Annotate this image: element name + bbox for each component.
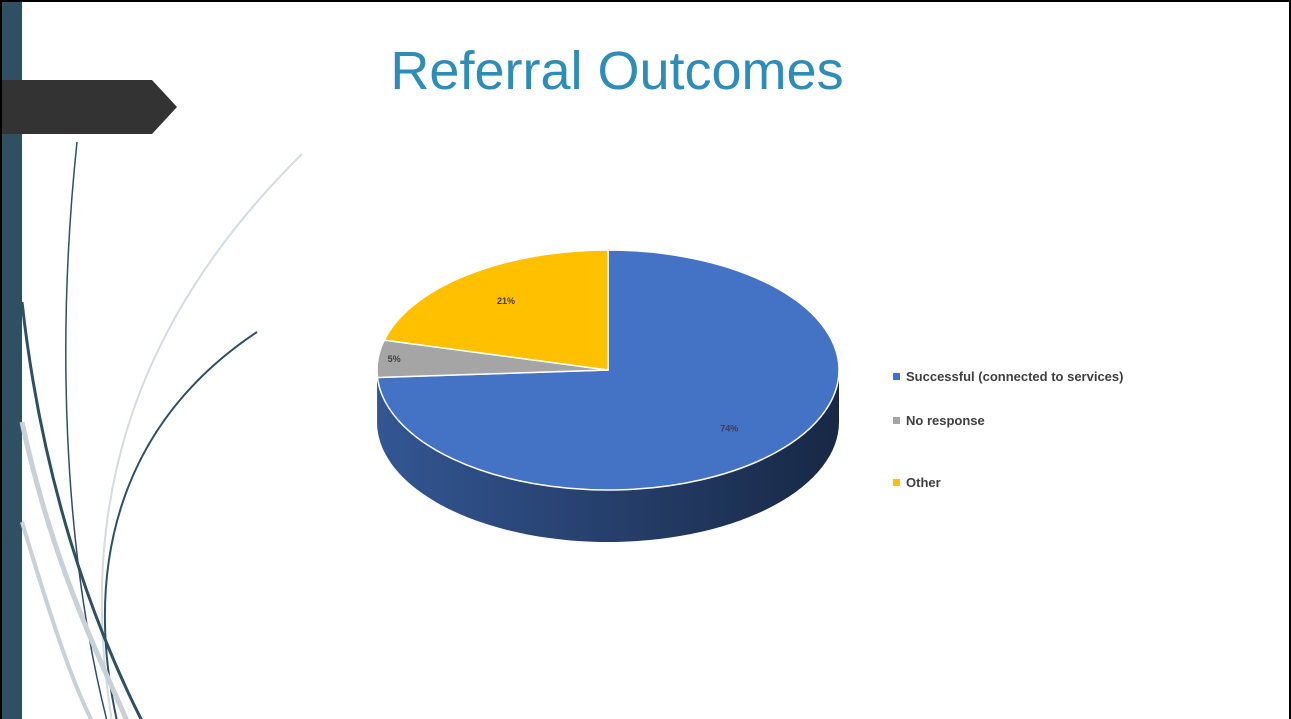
legend-label: Successful (connected to services)	[906, 369, 1123, 384]
legend: Successful (connected to services) No res…	[890, 368, 1130, 536]
decoration: 74% 5% 21%	[2, 2, 1291, 719]
data-label: 74%	[720, 424, 738, 434]
curves	[22, 142, 302, 719]
pie-chart: 74% 5% 21%	[377, 250, 839, 542]
slide: 74% 5% 21% Referral Outcomes Successful (c…	[0, 0, 1291, 719]
chart-title: Referral Outcomes	[302, 40, 932, 102]
legend-label: No response	[906, 413, 985, 428]
arrow-shape	[2, 80, 177, 134]
legend-swatch	[893, 373, 900, 380]
legend-swatch	[893, 479, 900, 486]
legend-label: Other	[906, 475, 941, 490]
data-label: 21%	[497, 296, 515, 306]
legend-item: Other	[890, 474, 1130, 492]
legend-swatch	[893, 417, 900, 424]
legend-item: No response	[890, 412, 1130, 430]
legend-item: Successful (connected to services)	[890, 368, 1130, 386]
data-label: 5%	[388, 354, 401, 364]
